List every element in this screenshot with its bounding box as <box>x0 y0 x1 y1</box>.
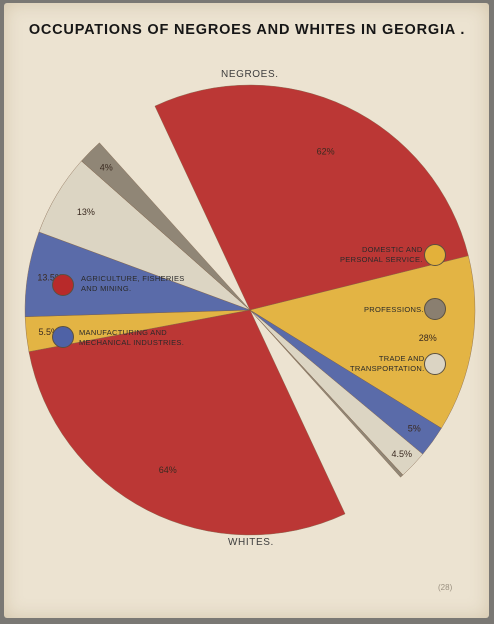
legend-label-trade: TRADE AND TRANSPORTATION. <box>350 354 425 373</box>
slice-label-negroes-trade: 4.5% <box>391 449 412 459</box>
negroes-label: NEGROES. <box>221 69 279 80</box>
page-title: OCCUPATIONS OF NEGROES AND WHITES IN GEO… <box>28 22 466 38</box>
slice-label-negroes-manufacturing: 5% <box>408 423 421 433</box>
catalog-note: (28) <box>438 583 453 592</box>
legend-label-professions: PROFESSIONS. <box>364 305 424 314</box>
whites-label: WHITES. <box>228 537 274 548</box>
slice-label-whites-manufacturing: 13.5% <box>37 272 63 282</box>
legend-label-manufacturing: MANUFACTURING AND MECHANICAL INDUSTRIES. <box>79 328 185 347</box>
slice-label-negroes-agriculture: 62% <box>317 147 335 157</box>
legend-label-agriculture: AGRICULTURE, FISHERIES AND MINING. <box>81 274 185 293</box>
legend-swatch-agriculture <box>52 274 74 296</box>
slice-label-whites-agriculture: 64% <box>159 465 177 475</box>
legend-swatch-manufacturing <box>52 326 74 348</box>
slice-negroes-agriculture <box>154 84 469 311</box>
legend-swatch-domestic <box>424 244 446 266</box>
legend-swatch-professions <box>424 298 446 320</box>
slice-label-negroes-domestic: 28% <box>419 333 437 343</box>
slice-whites-professions <box>81 142 251 311</box>
slice-label-whites-domestic: 5.5% <box>38 327 59 337</box>
slice-label-whites-trade: 13% <box>77 207 95 217</box>
legend-label-domestic: DOMESTIC AND PERSONAL SERVICE. <box>340 245 423 264</box>
slice-whites-agriculture <box>28 309 346 536</box>
slice-negroes-domestic <box>249 255 476 429</box>
legend-swatch-trade <box>424 353 446 375</box>
slice-label-whites-professions: 4% <box>100 163 113 173</box>
slice-negroes-professions <box>249 309 404 478</box>
